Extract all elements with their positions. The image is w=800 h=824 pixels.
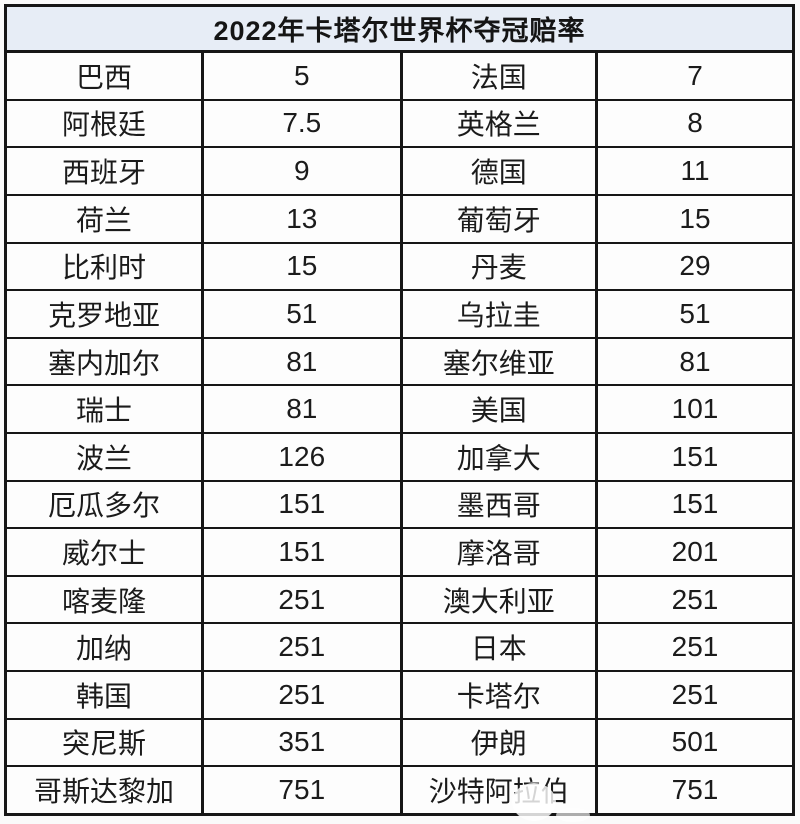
table-row: 塞内加尔 81 塞尔维亚 81 [4, 336, 796, 387]
odds-value-cell: 751 [594, 765, 796, 816]
team-name-cell: 法国 [399, 50, 598, 101]
odds-table: 2022年卡塔尔世界杯夺冠赔率 巴西 5 法国 7 阿根廷 7.5 英格兰 8 西班牙 9 德国 11… [4, 4, 796, 816]
odds-value-cell: 81 [201, 336, 403, 387]
team-name-cell: 伊朗 [399, 717, 598, 768]
odds-value-cell: 15 [594, 193, 796, 244]
team-name-cell: 英格兰 [399, 98, 598, 149]
odds-value-cell: 126 [201, 431, 403, 482]
odds-value-cell: 251 [594, 574, 796, 625]
odds-value-cell: 51 [201, 289, 403, 339]
table-row: 突尼斯 351 伊朗 501 [4, 717, 796, 768]
table-row: 瑞士 81 美国 101 [4, 384, 796, 434]
table-row: 阿根廷 7.5 英格兰 8 [4, 98, 796, 149]
odds-value-cell: 9 [201, 146, 403, 196]
odds-value-cell: 151 [201, 527, 403, 577]
team-name-cell: 德国 [399, 146, 598, 196]
team-name-cell: 喀麦隆 [4, 574, 204, 625]
team-name-cell: 乌拉圭 [399, 289, 598, 339]
odds-value-cell: 751 [201, 765, 403, 816]
odds-value-cell: 7 [594, 50, 796, 101]
table-row: 荷兰 13 葡萄牙 15 [4, 193, 796, 244]
team-name-cell: 波兰 [4, 431, 204, 482]
odds-value-cell: 251 [201, 669, 403, 720]
table-title: 2022年卡塔尔世界杯夺冠赔率 [4, 4, 795, 53]
team-name-cell: 西班牙 [4, 146, 204, 196]
team-name-cell: 比利时 [4, 241, 204, 292]
team-name-cell: 丹麦 [399, 241, 598, 292]
team-name-cell: 美国 [399, 384, 598, 434]
odds-value-cell: 201 [594, 527, 796, 577]
team-name-cell: 哥斯达黎加 [4, 765, 204, 816]
odds-value-cell: 5 [201, 50, 403, 101]
table-row: 喀麦隆 251 澳大利亚 251 [4, 574, 796, 625]
team-name-cell: 加纳 [4, 622, 204, 672]
table-row: 克罗地亚 51 乌拉圭 51 [4, 289, 796, 339]
odds-value-cell: 81 [201, 384, 403, 434]
odds-value-cell: 81 [594, 336, 796, 387]
odds-value-cell: 11 [594, 146, 796, 196]
team-name-cell: 卡塔尔 [399, 669, 598, 720]
table-body: 巴西 5 法国 7 阿根廷 7.5 英格兰 8 西班牙 9 德国 11 荷兰 13 葡萄牙 15 比利时 15 丹麦… [4, 50, 796, 816]
team-name-cell: 墨西哥 [399, 479, 598, 530]
odds-value-cell: 51 [594, 289, 796, 339]
odds-value-cell: 351 [201, 717, 403, 768]
odds-value-cell: 8 [594, 98, 796, 149]
team-name-cell: 摩洛哥 [399, 527, 598, 577]
odds-value-cell: 29 [594, 241, 796, 292]
odds-value-cell: 13 [201, 193, 403, 244]
odds-value-cell: 151 [201, 479, 403, 530]
team-name-cell: 澳大利亚 [399, 574, 598, 625]
table-row: 韩国 251 卡塔尔 251 [4, 669, 796, 720]
odds-value-cell: 251 [201, 574, 403, 625]
odds-value-cell: 7.5 [201, 98, 403, 149]
team-name-cell: 塞内加尔 [4, 336, 204, 387]
team-name-cell: 瑞士 [4, 384, 204, 434]
team-name-cell: 厄瓜多尔 [4, 479, 204, 530]
odds-value-cell: 251 [201, 622, 403, 672]
table-row: 西班牙 9 德国 11 [4, 146, 796, 196]
team-name-cell: 沙特阿拉伯 [399, 765, 598, 816]
table-row: 比利时 15 丹麦 29 [4, 241, 796, 292]
team-name-cell: 阿根廷 [4, 98, 204, 149]
odds-value-cell: 151 [594, 479, 796, 530]
odds-value-cell: 501 [594, 717, 796, 768]
title-row: 2022年卡塔尔世界杯夺冠赔率 [4, 4, 795, 53]
table-row: 厄瓜多尔 151 墨西哥 151 [4, 479, 796, 530]
odds-value-cell: 101 [594, 384, 796, 434]
team-name-cell: 韩国 [4, 669, 204, 720]
table-row: 巴西 5 法国 7 [4, 50, 796, 101]
team-name-cell: 克罗地亚 [4, 289, 204, 339]
team-name-cell: 威尔士 [4, 527, 204, 577]
odds-value-cell: 151 [594, 431, 796, 482]
team-name-cell: 加拿大 [399, 431, 598, 482]
team-name-cell: 塞尔维亚 [399, 336, 598, 387]
table-row: 加纳 251 日本 251 [4, 622, 796, 672]
team-name-cell: 巴西 [4, 50, 204, 101]
table-row: 威尔士 151 摩洛哥 201 [4, 527, 796, 577]
table-row: 哥斯达黎加 751 沙特阿拉伯 751 [4, 765, 796, 816]
team-name-cell: 日本 [399, 622, 598, 672]
team-name-cell: 荷兰 [4, 193, 204, 244]
odds-value-cell: 15 [201, 241, 403, 292]
odds-value-cell: 251 [594, 622, 796, 672]
odds-value-cell: 251 [594, 669, 796, 720]
team-name-cell: 葡萄牙 [399, 193, 598, 244]
team-name-cell: 突尼斯 [4, 717, 204, 768]
table-row: 波兰 126 加拿大 151 [4, 431, 796, 482]
